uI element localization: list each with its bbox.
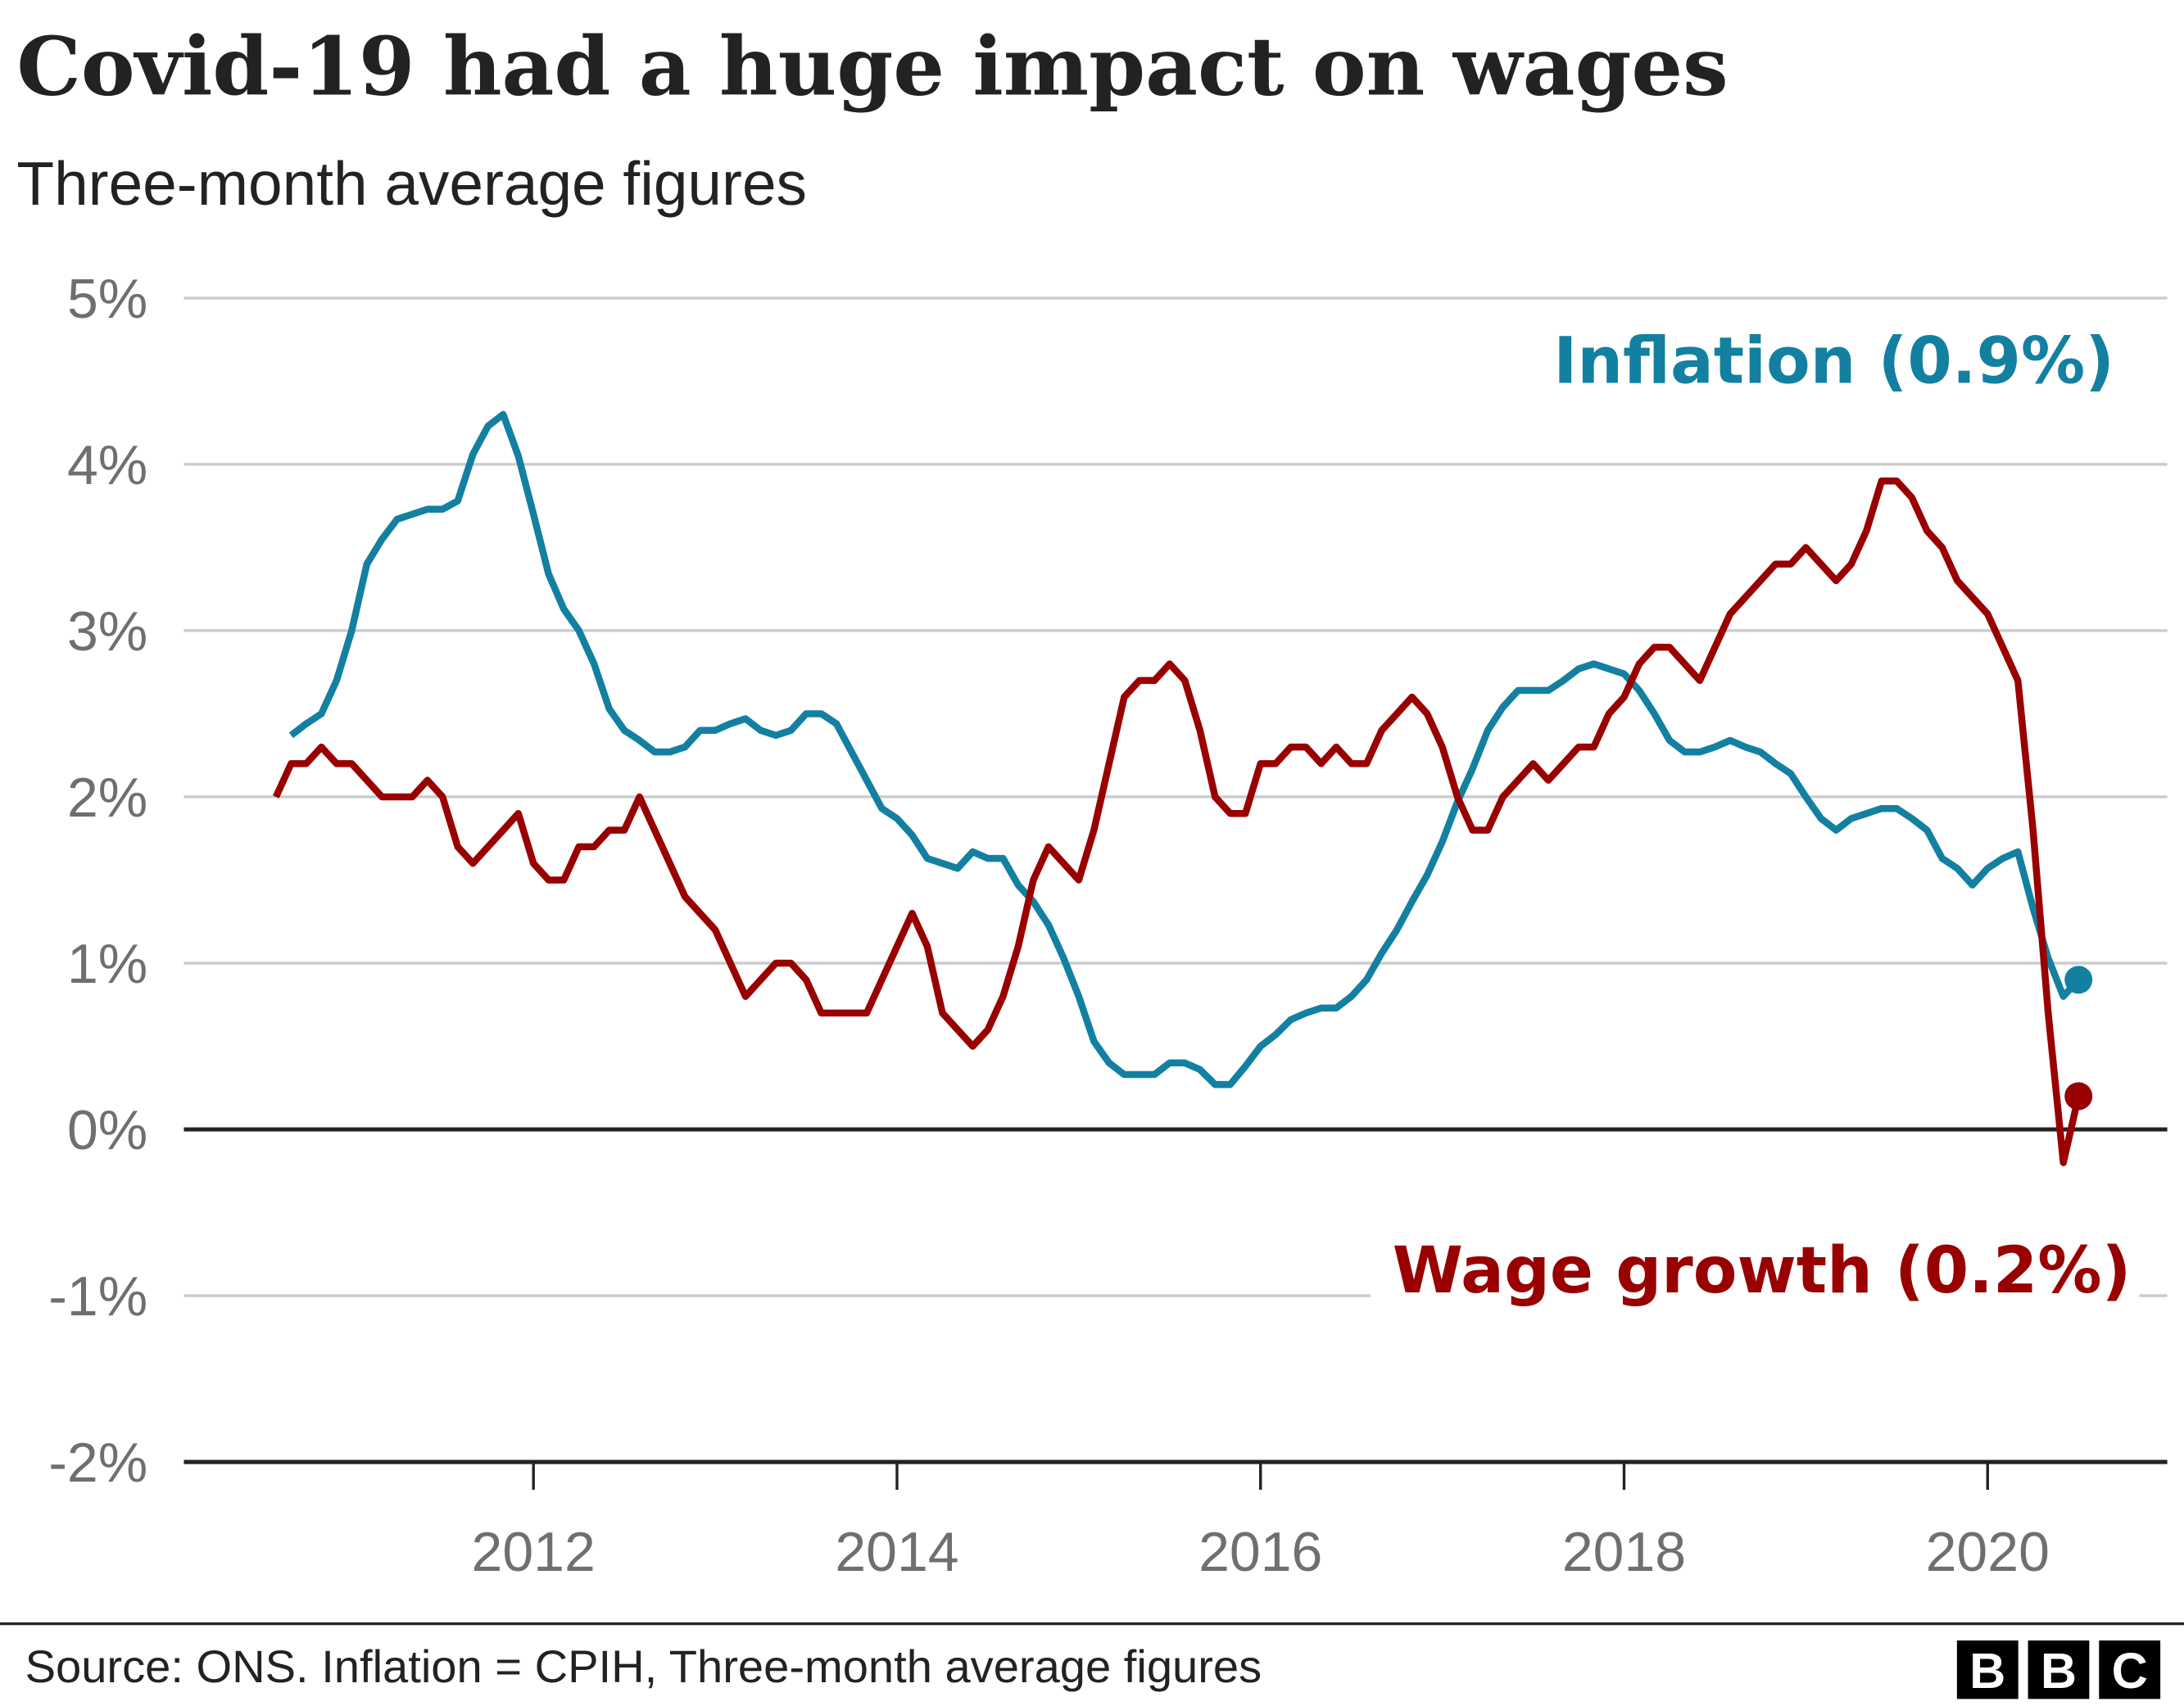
svg-text:B: B	[1969, 1643, 2005, 1699]
inflation-label: Inflation (0.9%)	[1553, 324, 2114, 399]
y-tick-label: 2%	[67, 767, 147, 829]
x-tick-label: 2014	[835, 1521, 958, 1583]
y-tick-label: 5%	[67, 268, 147, 330]
y-axis: 5% 4% 3% 2% 1% 0% -1% -2%	[48, 268, 147, 1494]
x-tick-label: 2020	[1926, 1521, 2050, 1583]
chart-subtitle: Three-month average figures	[16, 149, 807, 218]
wage-growth-line	[272, 477, 2082, 1166]
chart-title: Covid-19 had a huge impact on wages	[16, 20, 1728, 115]
source-note: Source: ONS. Inflation = CPIH, Three-mon…	[25, 1640, 1262, 1692]
inflation-end-point	[2064, 966, 2093, 994]
series-lines	[272, 410, 2093, 1166]
bbc-logo: B B C	[1956, 1640, 2161, 1699]
y-tick-label: 0%	[67, 1099, 147, 1161]
gridlines	[184, 296, 2168, 1464]
inflation-line	[288, 410, 2082, 1088]
wage-label-background	[1371, 1222, 2140, 1310]
svg-text:B: B	[2041, 1643, 2077, 1699]
svg-text:C: C	[2112, 1643, 2148, 1699]
wage-growth-label: Wage growth (0.2%)	[1393, 1233, 2132, 1308]
y-tick-label: 4%	[67, 434, 147, 496]
y-tick-label: -1%	[48, 1265, 147, 1328]
x-tick-label: 2016	[1198, 1521, 1322, 1583]
wage-growth-end-point	[2064, 1082, 2093, 1111]
x-axis: 2012 2014 2016 2018 2020	[472, 1462, 2050, 1583]
y-tick-label: 1%	[67, 933, 147, 995]
y-tick-label: -2%	[48, 1432, 147, 1494]
x-tick-label: 2018	[1562, 1521, 1686, 1583]
x-tick-label: 2012	[472, 1521, 596, 1583]
y-tick-label: 3%	[67, 600, 147, 663]
